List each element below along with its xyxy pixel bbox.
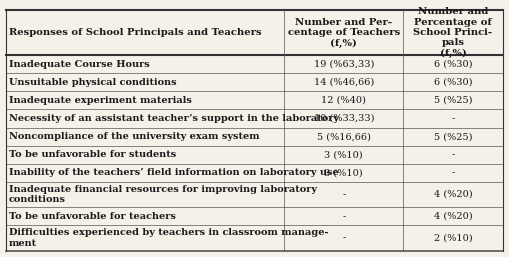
Text: 5 (%16,66): 5 (%16,66): [317, 132, 371, 141]
Text: 5 (%25): 5 (%25): [434, 132, 472, 141]
Text: Inadequate financial resources for improving laboratory
conditions: Inadequate financial resources for impro…: [9, 185, 317, 204]
Text: Number and Per-
centage of Teachers
(f,%): Number and Per- centage of Teachers (f,%…: [288, 17, 400, 48]
Text: To be unfavorable for teachers: To be unfavorable for teachers: [9, 212, 176, 221]
Text: Inability of the teachers’ field information on laboratory use: Inability of the teachers’ field informa…: [9, 168, 338, 177]
Text: Number and
Percentage of
School Princi-
pals
(f,%): Number and Percentage of School Princi- …: [413, 7, 492, 58]
Text: 12 (%40): 12 (%40): [321, 96, 366, 105]
Text: Difficulties experienced by teachers in classroom manage-
ment: Difficulties experienced by teachers in …: [9, 228, 328, 248]
Text: Responses of School Principals and Teachers: Responses of School Principals and Teach…: [9, 28, 262, 37]
Text: Inadequate experiment materials: Inadequate experiment materials: [9, 96, 192, 105]
Text: -: -: [451, 114, 455, 123]
Text: 4 (%20): 4 (%20): [434, 212, 472, 221]
Text: Unsuitable physical conditions: Unsuitable physical conditions: [9, 78, 177, 87]
Text: -: -: [451, 168, 455, 177]
Text: 4 (%20): 4 (%20): [434, 190, 472, 199]
Text: -: -: [342, 233, 346, 242]
Text: Noncompliance of the university exam system: Noncompliance of the university exam sys…: [9, 132, 260, 141]
Text: 6 (%30): 6 (%30): [434, 78, 472, 87]
Text: Inadequate Course Hours: Inadequate Course Hours: [9, 60, 150, 69]
Text: 2 (%10): 2 (%10): [434, 233, 472, 242]
Text: -: -: [342, 212, 346, 221]
Text: -: -: [451, 150, 455, 159]
Text: -: -: [342, 190, 346, 199]
Text: 3 (%10): 3 (%10): [324, 150, 363, 159]
Text: 10 (%33,33): 10 (%33,33): [314, 114, 374, 123]
Text: 19 (%63,33): 19 (%63,33): [314, 60, 374, 69]
Text: To be unfavorable for students: To be unfavorable for students: [9, 150, 176, 159]
Text: 6 (%30): 6 (%30): [434, 60, 472, 69]
Text: 3 (%10): 3 (%10): [324, 168, 363, 177]
Text: 5 (%25): 5 (%25): [434, 96, 472, 105]
Text: 14 (%46,66): 14 (%46,66): [314, 78, 374, 87]
Text: Necessity of an assistant teacher’s support in the laboratory: Necessity of an assistant teacher’s supp…: [9, 114, 339, 123]
